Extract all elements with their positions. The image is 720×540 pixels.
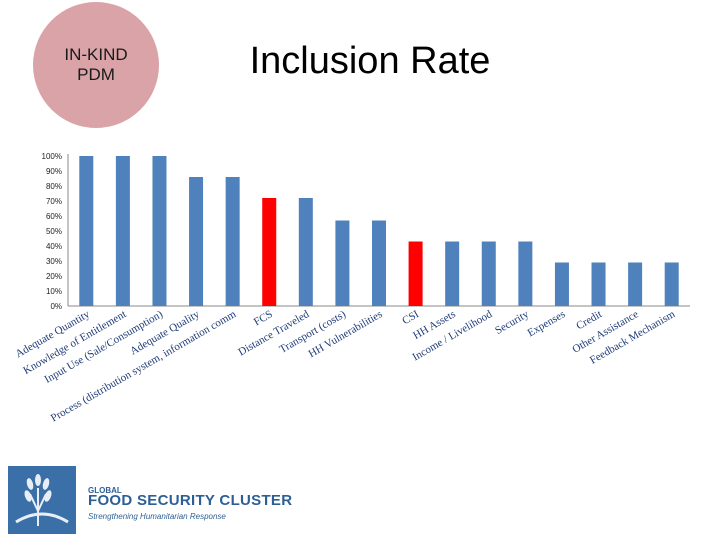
x-category-label: Expenses <box>525 308 567 339</box>
bar <box>225 177 240 306</box>
y-tick-label: 100% <box>42 152 62 161</box>
badge-line-1: IN-KIND <box>64 45 128 64</box>
y-tick-label: 10% <box>46 287 62 296</box>
x-category-label: CSI <box>400 308 421 327</box>
x-category-label: Security <box>493 308 531 337</box>
bar <box>152 156 167 306</box>
y-tick-label: 60% <box>46 212 62 221</box>
bar <box>554 262 569 306</box>
y-tick-label: 40% <box>46 242 62 251</box>
bar <box>628 262 643 306</box>
bar <box>189 177 204 306</box>
wheat-logo-icon <box>8 466 76 534</box>
food-security-cluster-logo: GLOBAL FOOD SECURITY CLUSTER Strengtheni… <box>8 466 292 534</box>
bar <box>445 241 460 306</box>
bar <box>591 262 606 306</box>
bar <box>298 198 313 306</box>
bar <box>262 198 277 306</box>
y-tick-label: 0% <box>50 302 62 311</box>
logo-global-text: GLOBAL <box>88 486 122 495</box>
y-tick-label: 70% <box>46 197 62 206</box>
bar <box>664 262 679 306</box>
y-tick-label: 80% <box>46 182 62 191</box>
bar <box>115 156 130 306</box>
y-tick-label: 30% <box>46 257 62 266</box>
logo-tagline-text: Strengthening Humanitarian Response <box>88 512 226 521</box>
bar <box>372 220 386 306</box>
in-kind-pdm-badge: IN-KIND PDM <box>33 2 159 128</box>
bar <box>408 241 423 306</box>
bar <box>335 220 350 306</box>
bar <box>481 241 496 306</box>
y-tick-label: 90% <box>46 167 62 176</box>
x-category-label: FCS <box>252 308 275 328</box>
y-tick-label: 20% <box>46 272 62 281</box>
badge-line-2: PDM <box>77 65 115 84</box>
bar <box>79 156 94 306</box>
chart-title: Inclusion Rate <box>249 40 491 82</box>
y-tick-label: 50% <box>46 227 62 236</box>
bar <box>518 241 533 306</box>
logo-cluster-text: FOOD SECURITY CLUSTER <box>88 492 293 509</box>
